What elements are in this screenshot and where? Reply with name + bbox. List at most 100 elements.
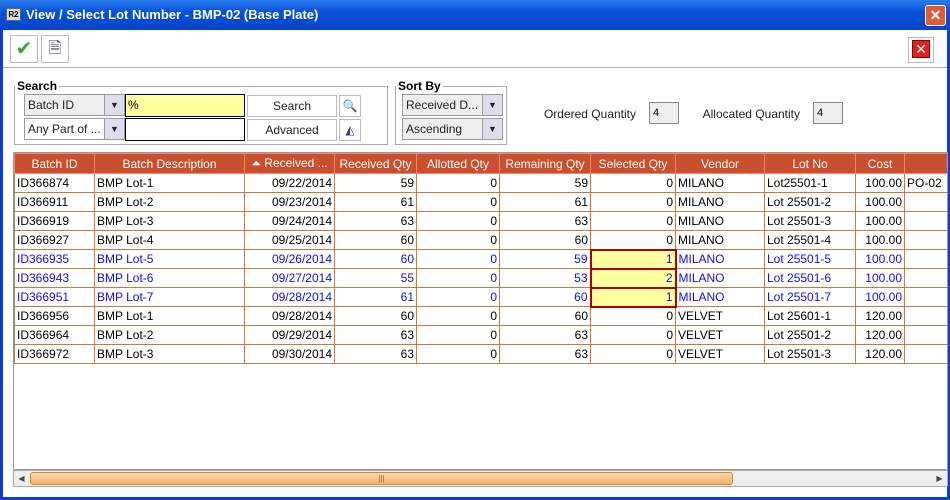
table-cell: 09/26/2014: [244, 249, 335, 269]
column-header[interactable]: Batch ID: [14, 153, 95, 174]
column-header[interactable]: Allotted Qty: [416, 153, 500, 174]
search-input[interactable]: %: [125, 94, 245, 117]
table-cell: Lot 25501-6: [764, 268, 856, 288]
table-cell: Lot 25501-3: [764, 344, 856, 364]
selected-qty-cell[interactable]: 0: [590, 325, 676, 345]
table-cell: BMP Lot-7: [94, 287, 245, 307]
table-cell: MILANO: [675, 287, 765, 307]
table-cell: 0: [416, 306, 500, 326]
table-row[interactable]: ID366943 BMP Lot-6 09/27/2014 55 0 53 2 MILANO L…: [14, 267, 947, 289]
column-header[interactable]: Cost: [855, 153, 905, 174]
selected-qty-cell[interactable]: 0: [590, 230, 676, 250]
table-cell: 09/24/2014: [244, 211, 335, 231]
selected-qty-cell[interactable]: 0: [590, 173, 676, 193]
sort-field-select[interactable]: Received D... ▼: [402, 94, 503, 116]
scroll-right-icon[interactable]: ▶: [936, 474, 943, 483]
table-cell: ID366943: [14, 268, 95, 288]
table-cell: ID366972: [14, 344, 95, 364]
table-cell: 63: [334, 344, 417, 364]
table-cell: 63: [499, 325, 591, 345]
selected-qty-cell[interactable]: 0: [590, 344, 676, 364]
column-header[interactable]: Vendor: [675, 153, 765, 174]
table-cell: 120.00: [855, 344, 905, 364]
scrollbar-thumb[interactable]: |||: [30, 472, 733, 485]
sort-group: Sort By: [395, 79, 507, 145]
table-cell: 09/22/2014: [244, 173, 335, 193]
table-row[interactable]: ID366964 BMP Lot-2 09/29/2014 63 0 63 0 VELVET L…: [14, 325, 947, 345]
column-header-label: Lot No: [792, 156, 828, 171]
table-cell: 120.00: [855, 325, 905, 345]
sort-legend: Sort By: [398, 79, 441, 93]
column-header-label: Batch Description: [122, 156, 217, 171]
table-cell: [904, 344, 947, 364]
column-header[interactable]: ⏶ Received ...: [244, 153, 335, 174]
column-header-label: Allotted Qty: [426, 156, 490, 171]
selected-qty-cell[interactable]: 0: [590, 306, 676, 326]
column-header[interactable]: Batch Description: [94, 153, 245, 174]
sort-order-select[interactable]: Ascending ▼: [402, 118, 503, 140]
table-cell: 53: [499, 268, 591, 288]
column-header[interactable]: PO: [904, 153, 947, 174]
table-cell: 60: [499, 287, 591, 307]
table-row[interactable]: ID366956 BMP Lot-1 09/28/2014 60 0 60 0 VELVET L…: [14, 306, 947, 326]
table-cell: 63: [334, 325, 417, 345]
column-header[interactable]: Lot No: [764, 153, 856, 174]
selected-qty-cell[interactable]: 0: [590, 192, 676, 212]
table-cell: MILANO: [675, 230, 765, 250]
table-cell: 63: [499, 344, 591, 364]
match-mode-select[interactable]: Any Part of ... ▼: [24, 118, 125, 140]
table-cell: 09/30/2014: [244, 344, 335, 364]
table-cell: PO-02: [904, 173, 947, 193]
table-cell: 61: [334, 192, 417, 212]
table-cell: 59: [334, 173, 417, 193]
table-cell: ID366874: [14, 173, 95, 193]
search-input-2[interactable]: [125, 118, 245, 141]
cancel-button[interactable]: ✕: [908, 37, 934, 63]
table-row[interactable]: ID366919 BMP Lot-3 09/24/2014 63 0 63 0 MILANO L…: [14, 211, 947, 231]
chevron-down-icon: ▼: [104, 119, 124, 139]
advanced-search-button[interactable]: ◭: [339, 119, 361, 141]
selected-qty-cell[interactable]: 1: [589, 248, 677, 270]
table-row[interactable]: ID366911 BMP Lot-2 09/23/2014 61 0 61 0 MILANO L…: [14, 192, 947, 212]
table-row[interactable]: ID366874 BMP Lot-1 09/22/2014 59 0 59 0 MILANO L…: [14, 173, 947, 193]
table-cell: 0: [416, 325, 500, 345]
table-cell: 100.00: [855, 173, 905, 193]
table-cell: [904, 306, 947, 326]
table-cell: [904, 192, 947, 212]
table-cell: Lot 25501-2: [764, 192, 856, 212]
scroll-left-icon[interactable]: ◀: [18, 474, 25, 483]
table-cell: 100.00: [855, 268, 905, 288]
selected-qty-cell[interactable]: 1: [589, 286, 677, 308]
table-cell: 60: [334, 249, 417, 269]
table-cell: 100.00: [855, 249, 905, 269]
table-cell: 60: [334, 230, 417, 250]
table-cell: 60: [334, 306, 417, 326]
preview-button[interactable]: 🗎: [41, 35, 69, 63]
search-field-select[interactable]: Batch ID ▼: [24, 94, 125, 116]
table-cell: 0: [416, 173, 500, 193]
allocated-quantity-label: Allocated Quantity: [702, 107, 800, 121]
title-bar: R2 View / Select Lot Number - BMP-02 (Ba…: [0, 0, 950, 30]
horizontal-scrollbar[interactable]: ◀ ||| ▶: [13, 470, 948, 487]
window-close-button[interactable]: ✕: [925, 5, 946, 26]
column-header[interactable]: Selected Qty: [590, 153, 676, 174]
table-cell: 59: [499, 173, 591, 193]
column-header-label: Batch ID: [31, 156, 78, 171]
table-row[interactable]: ID366951 BMP Lot-7 09/28/2014 61 0 60 1 MILANO L…: [14, 286, 947, 308]
table-row[interactable]: ID366935 BMP Lot-5 09/26/2014 60 0 59 1 MILANO L…: [14, 248, 947, 270]
table-row[interactable]: ID366972 BMP Lot-3 09/30/2014 63 0 63 0 VELVET L…: [14, 344, 947, 364]
selected-qty-cell[interactable]: 2: [589, 267, 677, 289]
advanced-button[interactable]: Advanced: [247, 119, 337, 141]
column-header[interactable]: Received Qty: [334, 153, 417, 174]
table-row[interactable]: ID366927 BMP Lot-4 09/25/2014 60 0 60 0 MILANO L…: [14, 230, 947, 250]
magnifier-button[interactable]: 🔍: [339, 95, 361, 117]
column-header[interactable]: Remaining Qty: [499, 153, 591, 174]
table-cell: 0: [416, 211, 500, 231]
table-cell: 61: [334, 287, 417, 307]
search-button[interactable]: Search: [247, 95, 337, 117]
table-cell: [904, 230, 947, 250]
ok-button[interactable]: ✔: [10, 35, 38, 63]
toolbar-divider: [3, 67, 947, 68]
selected-qty-cell[interactable]: 0: [590, 211, 676, 231]
